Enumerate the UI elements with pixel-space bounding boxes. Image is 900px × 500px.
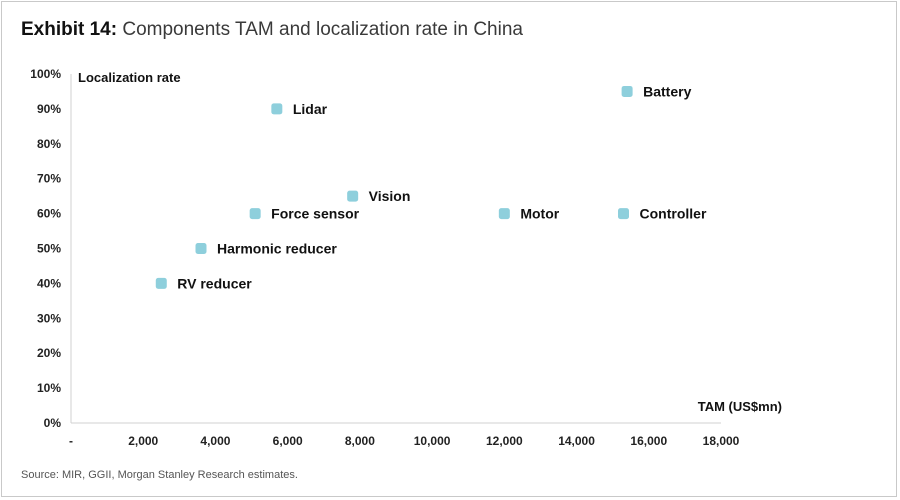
- x-tick-label: 14,000: [558, 434, 595, 448]
- x-tick-label: 16,000: [630, 434, 667, 448]
- y-tick-label: 80%: [37, 137, 61, 151]
- data-point-label: Battery: [643, 83, 691, 99]
- chart-axes: [70, 74, 721, 424]
- y-tick-label: 20%: [37, 346, 61, 360]
- y-tick-label: 60%: [37, 207, 61, 221]
- data-point-marker: [498, 208, 510, 220]
- data-point-marker: [155, 277, 167, 289]
- data-point-label: RV reducer: [177, 275, 252, 291]
- data-point-label: Harmonic reducer: [217, 241, 337, 257]
- x-axis-title: TAM (US$mn): [698, 399, 782, 414]
- y-tick-label: 50%: [37, 242, 61, 256]
- data-point-label: Vision: [369, 188, 411, 204]
- data-point-marker: [618, 208, 629, 220]
- source-note: Source: MIR, GGII, Morgan Stanley Resear…: [21, 469, 298, 481]
- y-axis-title: Localization rate: [78, 70, 181, 85]
- y-tick-label: 90%: [37, 102, 61, 116]
- y-tick-label: 30%: [37, 311, 61, 325]
- data-point-marker: [249, 208, 261, 220]
- exhibit-title-text: Components TAM and localization rate in …: [122, 19, 523, 40]
- x-tick-label: 4,000: [200, 434, 230, 448]
- x-tick-label: 2,000: [128, 434, 158, 448]
- x-tick-label: 12,000: [486, 434, 523, 448]
- x-tick-label: 10,000: [414, 434, 451, 448]
- data-point-marker: [271, 103, 283, 115]
- x-tick-label: 6,000: [273, 434, 303, 448]
- y-tick-label: 10%: [37, 381, 61, 395]
- x-tick-label: 18,000: [703, 434, 740, 448]
- x-tick-label: -: [69, 434, 73, 448]
- data-points: RV reducer Harmonic reducer Force sensor Li…: [155, 83, 707, 291]
- y-axis-ticks: 0% 10% 20% 30% 40% 50% 60% 70% 80% 90% 100%: [30, 67, 61, 430]
- data-point-label: Motor: [520, 206, 559, 222]
- x-tick-label: 8,000: [345, 434, 375, 448]
- y-tick-label: 100%: [30, 67, 61, 81]
- y-tick-label: 70%: [37, 172, 61, 186]
- y-tick-label: 40%: [37, 276, 61, 290]
- x-axis-ticks: - 2,000 4,000 6,000 8,000 10,000 12,000 14,000 1…: [69, 434, 740, 448]
- data-point-marker: [195, 243, 207, 254]
- data-point-label: Controller: [640, 206, 707, 222]
- data-point-label: Force sensor: [271, 206, 359, 222]
- data-point-marker: [347, 190, 359, 202]
- exhibit-title: Exhibit 14: Components TAM and localizat…: [21, 19, 523, 41]
- y-tick-label: 0%: [44, 416, 62, 430]
- data-point-label: Lidar: [293, 101, 328, 117]
- exhibit-number: Exhibit 14:: [21, 19, 118, 40]
- data-point-marker: [621, 85, 633, 97]
